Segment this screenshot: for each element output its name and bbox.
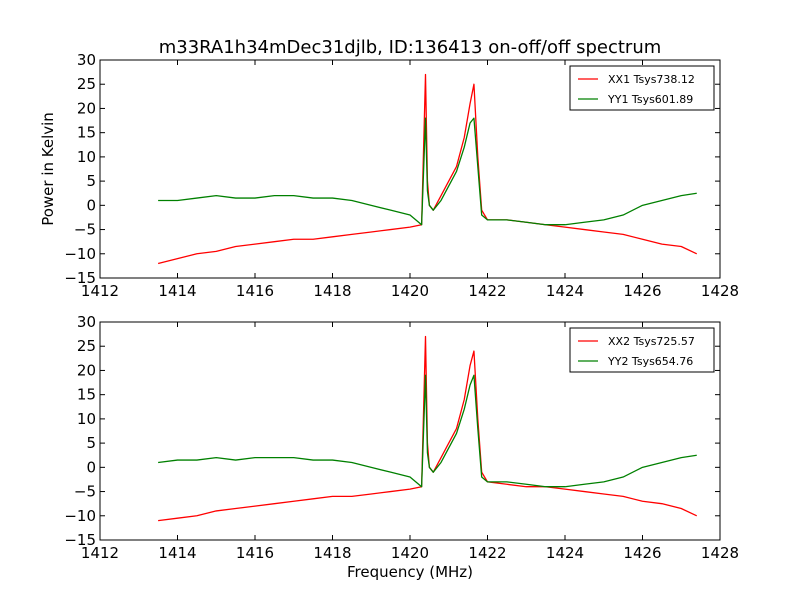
legend-label: YY1 Tsys601.89	[607, 93, 693, 106]
x-tick-label: 1412	[81, 282, 119, 300]
x-tick-label: 1428	[701, 544, 739, 562]
y-tick-label: −5	[74, 483, 96, 501]
series-line-xx2	[158, 335, 698, 522]
y-tick-label: −10	[64, 245, 96, 263]
x-tick-label: 1424	[546, 544, 584, 562]
y-tick-label: 20	[77, 99, 96, 117]
y-tick-label: 15	[77, 386, 96, 404]
figure-title: m33RA1h34mDec31djlb, ID:136413 on-off/of…	[159, 37, 662, 58]
y-tick-label: 20	[77, 361, 96, 379]
y-tick-label: 25	[77, 337, 96, 355]
series-group	[158, 335, 698, 522]
legend-label: XX1 Tsys738.12	[608, 73, 695, 86]
y-tick-label: 0	[86, 196, 96, 214]
series-group	[157, 73, 698, 265]
y-tick-label: 30	[77, 313, 96, 331]
x-tick-label: 1418	[313, 282, 351, 300]
y-tick-label: −10	[64, 507, 96, 525]
y-tick-label: 25	[77, 75, 96, 93]
legend-label: YY2 Tsys654.76	[607, 355, 693, 368]
x-tick-label: 1422	[468, 544, 506, 562]
x-tick-label: 1412	[81, 544, 119, 562]
y-tick-label: −5	[74, 221, 96, 239]
y-tick-label: 30	[77, 51, 96, 69]
bottom-panel: 1412 1414 1416 1418 1420 1422 1424 1426 1428 −15 −…	[64, 313, 739, 562]
legend-box	[569, 327, 715, 373]
x-tick-label: 1426	[623, 544, 661, 562]
x-tick-label: 1414	[158, 544, 196, 562]
y-tick-label: 10	[77, 148, 96, 166]
x-tick-label: 1424	[546, 282, 584, 300]
legend: XX2 Tsys725.57 YY2 Tsys654.76	[569, 327, 715, 373]
x-tick-label: 1418	[313, 544, 351, 562]
x-tick-label: 1420	[391, 282, 429, 300]
x-tick-label: 1428	[701, 282, 739, 300]
x-tick-label: 1416	[236, 282, 274, 300]
series-line-xx1	[157, 73, 698, 265]
y-tick-label: 5	[86, 434, 96, 452]
x-tick-label: 1426	[623, 282, 661, 300]
y-tick-label: 0	[86, 458, 96, 476]
series-line-yy1	[158, 117, 697, 226]
x-tick-label: 1416	[236, 544, 274, 562]
x-tick-label: 1414	[158, 282, 196, 300]
y-tick-label: −15	[64, 531, 96, 549]
top-panel: 1412 1414 1416 1418 1420 1422 1424 1426 1428 −15 −…	[64, 51, 739, 300]
legend-box	[569, 65, 715, 111]
y-tick-label: 5	[86, 172, 96, 190]
legend: XX1 Tsys738.12 YY1 Tsys601.89	[569, 65, 715, 111]
y-tick-label: 10	[77, 410, 96, 428]
x-axis-label: Frequency (MHz)	[347, 563, 473, 581]
y-tick-label: −15	[64, 269, 96, 287]
x-tick-label: 1422	[468, 282, 506, 300]
series-line-yy2	[158, 374, 697, 488]
x-tick-label: 1420	[391, 544, 429, 562]
y-tick-label: 15	[77, 124, 96, 142]
legend-label: XX2 Tsys725.57	[608, 335, 695, 348]
y-axis-label: Power in Kelvin	[39, 112, 57, 226]
